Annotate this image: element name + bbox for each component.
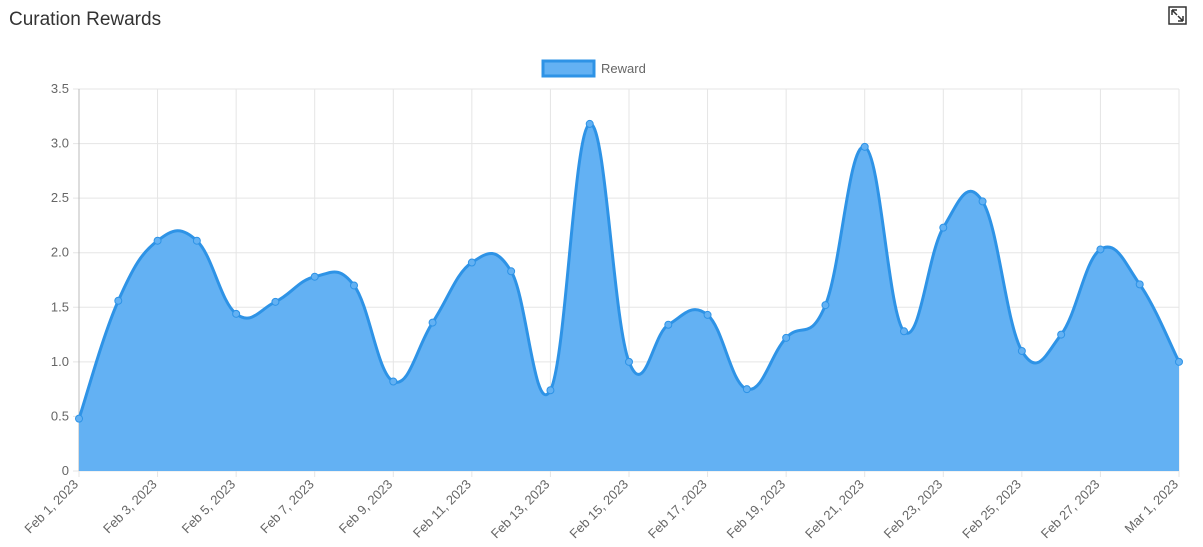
- point: [585, 119, 594, 128]
- x-tick-label: Feb 3, 2023: [100, 477, 160, 537]
- y-tick-label: 2.5: [51, 190, 69, 205]
- x-tick-label: Feb 9, 2023: [336, 477, 396, 537]
- x-tick-label: Feb 11, 2023: [410, 477, 474, 541]
- x-tick-label: Feb 27, 2023: [1038, 477, 1103, 542]
- point: [428, 318, 437, 327]
- y-tick-label: 0: [62, 463, 69, 478]
- x-tick-label: Feb 17, 2023: [645, 477, 710, 542]
- point: [507, 267, 516, 276]
- point: [1057, 330, 1066, 339]
- point: [546, 386, 555, 395]
- point: [939, 223, 948, 232]
- area: [79, 123, 1179, 472]
- expand-icon[interactable]: [1168, 6, 1187, 25]
- y-tick-label: 3.0: [51, 136, 69, 151]
- point: [1096, 245, 1105, 254]
- point: [467, 258, 476, 267]
- x-tick-label: Feb 7, 2023: [257, 477, 317, 537]
- x-tick-label: Feb 25, 2023: [959, 477, 1024, 542]
- x-tick-label: Mar 1, 2023: [1121, 477, 1181, 537]
- x-tick-label: Feb 19, 2023: [723, 477, 788, 542]
- y-tick-label: 1.5: [51, 299, 69, 314]
- point: [900, 327, 908, 336]
- point: [742, 385, 751, 394]
- point: [310, 272, 319, 281]
- point: [1017, 346, 1026, 355]
- point: [860, 142, 869, 151]
- point: [664, 320, 673, 329]
- point: [232, 309, 241, 318]
- point: [153, 236, 162, 245]
- point: [978, 197, 987, 206]
- x-tick-label: Feb 21, 2023: [802, 477, 867, 542]
- point: [782, 333, 791, 342]
- x-tick-label: Feb 5, 2023: [179, 477, 239, 537]
- point: [1135, 280, 1144, 289]
- x-tick-label: Feb 13, 2023: [488, 477, 553, 542]
- y-tick-label: 2.0: [51, 245, 69, 260]
- point: [114, 296, 123, 305]
- point: [821, 301, 830, 310]
- point: [1175, 357, 1183, 366]
- point: [389, 377, 398, 386]
- y-tick-label: 1.0: [51, 354, 69, 369]
- x-tick-label: Feb 23, 2023: [881, 477, 946, 542]
- chart-title: Curation Rewards: [9, 9, 161, 30]
- y-tick-label: 3.5: [51, 81, 69, 96]
- y-tick-label: 0.5: [51, 408, 69, 423]
- point: [192, 236, 201, 245]
- point: [703, 310, 712, 319]
- point: [75, 414, 83, 423]
- point: [625, 357, 633, 366]
- point: [350, 281, 358, 290]
- point: [271, 297, 280, 306]
- x-tick-label: Feb 15, 2023: [566, 477, 631, 542]
- legend-label: Reward: [601, 61, 646, 76]
- x-tick-label: Feb 1, 2023: [21, 477, 81, 537]
- legend-swatch: [541, 59, 596, 78]
